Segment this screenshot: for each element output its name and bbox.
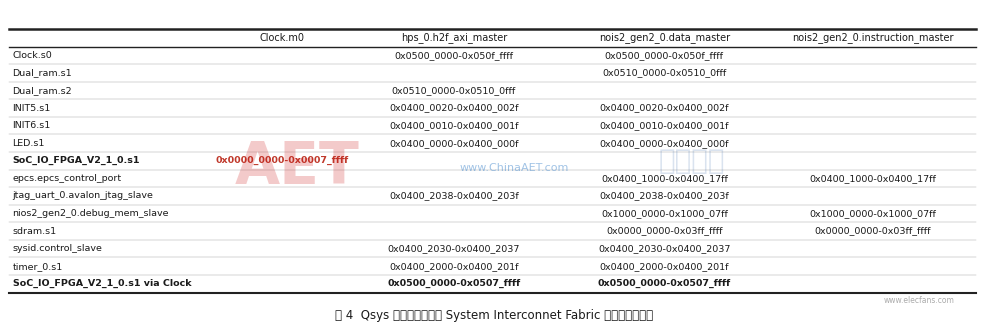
Text: sysid.control_slave: sysid.control_slave — [13, 244, 103, 253]
Text: Clock.m0: Clock.m0 — [259, 33, 305, 43]
Text: SoC_IO_FPGA_V2_1_0.s1: SoC_IO_FPGA_V2_1_0.s1 — [13, 156, 140, 165]
Text: 0x0400_0000-0x0400_000f: 0x0400_0000-0x0400_000f — [389, 139, 518, 148]
Text: INIT6.s1: INIT6.s1 — [13, 121, 50, 130]
Text: 0x0510_0000-0x0510_0fff: 0x0510_0000-0x0510_0fff — [392, 86, 516, 95]
Text: 0x0500_0000-0x050f_ffff: 0x0500_0000-0x050f_ffff — [605, 51, 724, 60]
Text: 0x0400_2030-0x0400_2037: 0x0400_2030-0x0400_2037 — [598, 244, 731, 253]
Text: 0x0500_0000-0x0507_ffff: 0x0500_0000-0x0507_ffff — [597, 279, 731, 288]
Text: www.ChinaAET.com: www.ChinaAET.com — [460, 162, 569, 173]
Text: 0x0400_0020-0x0400_002f: 0x0400_0020-0x0400_002f — [389, 104, 518, 113]
Text: epcs.epcs_control_port: epcs.epcs_control_port — [13, 174, 122, 183]
Text: 0x0500_0000-0x050f_ffff: 0x0500_0000-0x050f_ffff — [395, 51, 513, 60]
Text: nois2_gen2_0.instruction_master: nois2_gen2_0.instruction_master — [791, 32, 953, 43]
Text: 0x0000_0000-0x03ff_ffff: 0x0000_0000-0x03ff_ffff — [814, 226, 931, 236]
Text: 0x1000_0000-0x1000_07ff: 0x1000_0000-0x1000_07ff — [809, 209, 936, 218]
Text: sdram.s1: sdram.s1 — [13, 226, 56, 236]
Text: 0x0000_0000-0x0007_ffff: 0x0000_0000-0x0007_ffff — [216, 156, 349, 165]
Text: 0x0400_1000-0x0400_17ff: 0x0400_1000-0x0400_17ff — [601, 174, 728, 183]
Text: 0x0400_0020-0x0400_002f: 0x0400_0020-0x0400_002f — [599, 104, 729, 113]
Text: 电子技术: 电子技术 — [659, 147, 725, 175]
Text: 0x0400_2038-0x0400_203f: 0x0400_2038-0x0400_203f — [599, 192, 729, 200]
Text: timer_0.s1: timer_0.s1 — [13, 262, 62, 271]
Text: 0x0400_2000-0x0400_201f: 0x0400_2000-0x0400_201f — [599, 262, 729, 271]
Text: SoC_IO_FPGA_V2_1_0.s1 via Clock: SoC_IO_FPGA_V2_1_0.s1 via Clock — [13, 279, 191, 288]
Text: 图 4  Qsys 系统各组件位于 System Interconnet Fabric 的地址分配范围: 图 4 Qsys 系统各组件位于 System Interconnet Fabr… — [335, 310, 654, 323]
Text: nios2_gen2_0.debug_mem_slave: nios2_gen2_0.debug_mem_slave — [13, 209, 169, 218]
Text: hps_0.h2f_axi_master: hps_0.h2f_axi_master — [401, 32, 507, 43]
Text: 0x0500_0000-0x0507_ffff: 0x0500_0000-0x0507_ffff — [387, 279, 520, 288]
Text: 0x0510_0000-0x0510_0fff: 0x0510_0000-0x0510_0fff — [602, 68, 727, 77]
Text: jtag_uart_0.avalon_jtag_slave: jtag_uart_0.avalon_jtag_slave — [13, 192, 153, 200]
Text: Dual_ram.s2: Dual_ram.s2 — [13, 86, 72, 95]
Text: 0x0400_2000-0x0400_201f: 0x0400_2000-0x0400_201f — [389, 262, 518, 271]
Text: nois2_gen2_0.data_master: nois2_gen2_0.data_master — [598, 32, 730, 43]
Text: 0x0400_2038-0x0400_203f: 0x0400_2038-0x0400_203f — [389, 192, 518, 200]
Text: 0x0400_2030-0x0400_2037: 0x0400_2030-0x0400_2037 — [388, 244, 520, 253]
Text: 0x0400_0010-0x0400_001f: 0x0400_0010-0x0400_001f — [599, 121, 729, 130]
Text: Dual_ram.s1: Dual_ram.s1 — [13, 68, 72, 77]
Text: www.elecfans.com: www.elecfans.com — [884, 296, 954, 306]
Text: 0x0000_0000-0x03ff_ffff: 0x0000_0000-0x03ff_ffff — [606, 226, 723, 236]
Text: 0x0400_1000-0x0400_17ff: 0x0400_1000-0x0400_17ff — [809, 174, 936, 183]
Text: LED.s1: LED.s1 — [13, 139, 45, 148]
Text: Clock.s0: Clock.s0 — [13, 51, 52, 60]
Text: AET: AET — [234, 139, 359, 196]
Text: 0x1000_0000-0x1000_07ff: 0x1000_0000-0x1000_07ff — [601, 209, 728, 218]
Text: 0x0400_0000-0x0400_000f: 0x0400_0000-0x0400_000f — [599, 139, 729, 148]
Text: 0x0400_0010-0x0400_001f: 0x0400_0010-0x0400_001f — [389, 121, 518, 130]
Text: INIT5.s1: INIT5.s1 — [13, 104, 50, 113]
